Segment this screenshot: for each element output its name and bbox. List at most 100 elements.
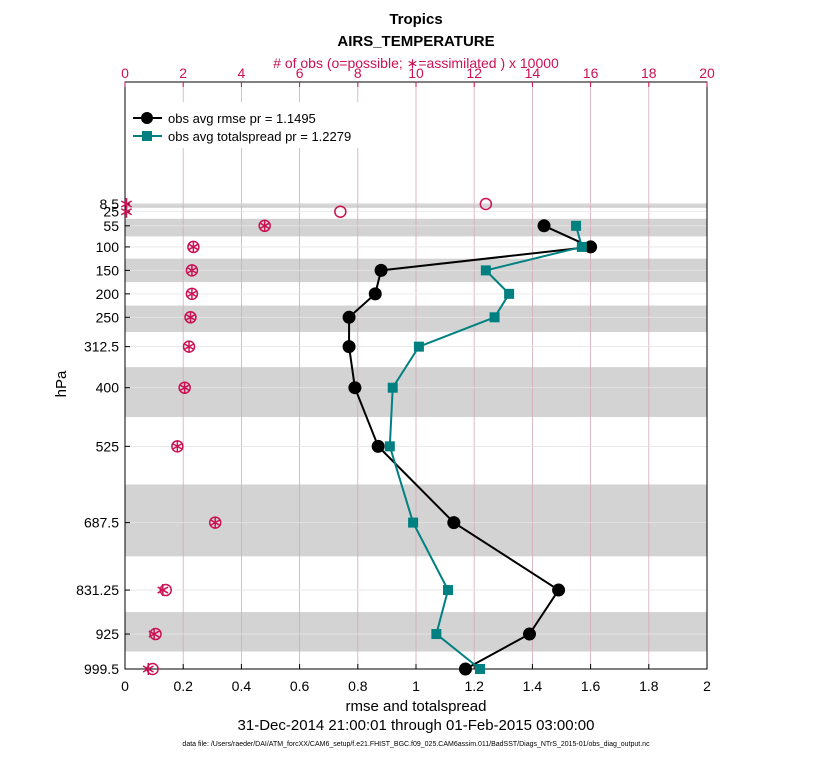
spread-line (388, 225, 584, 670)
spread-point (431, 629, 442, 640)
y-tick-label: 150 (96, 262, 120, 278)
rmse-point (447, 516, 461, 530)
obs-possible-marker (149, 627, 162, 641)
y-tick-label: 400 (96, 380, 120, 396)
spread-point (443, 585, 454, 596)
obs-assimilated-stroke (171, 442, 183, 450)
obs-count-markers (120, 197, 493, 676)
obs-possible-marker (334, 205, 347, 218)
x-tick-label: 2 (703, 678, 711, 694)
top-tick-label: 20 (699, 65, 715, 81)
top-tick-label: 10 (408, 65, 424, 81)
obs-assimilated-stroke (259, 222, 271, 230)
obs-assimilated-stroke (187, 243, 199, 251)
chart-title: Tropics (389, 11, 442, 28)
grid-lines (124, 82, 708, 670)
spread-point (408, 517, 419, 528)
rmse-point (552, 583, 566, 597)
obs-possible-marker (159, 583, 172, 597)
y-tick-label: 831.25 (76, 582, 119, 598)
obs-assimilated-marker (171, 440, 183, 453)
obs-assimilated-stroke (148, 630, 160, 638)
top-tick-label: 8 (354, 65, 362, 81)
spread-point (475, 664, 486, 674)
y-tick-label: 925 (96, 626, 120, 642)
y-tick-label: 100 (96, 239, 120, 255)
top-axis-label: # of obs (o=possible; ∗=assimilated ) x … (273, 55, 559, 71)
rmse-point (342, 310, 356, 324)
x-tick-label: 1.8 (639, 678, 659, 694)
obs-assimilated-stroke (157, 586, 169, 594)
obs-assimilated-marker (186, 264, 198, 277)
x-tick-label: 1.6 (581, 678, 601, 694)
obs-assimilated-stroke (186, 290, 198, 298)
rmse-point (537, 219, 551, 233)
y-tick-label: 200 (96, 286, 120, 302)
y-tick-label: 312.5 (84, 339, 119, 355)
legend-rmse-marker (141, 112, 153, 124)
x-tick-label: 0.4 (232, 678, 252, 694)
x-axis-label: rmse and totalspread (346, 698, 487, 715)
y-tick-label: 25 (103, 204, 119, 220)
obs-assimilated-marker (187, 240, 199, 253)
obs-assimilated-stroke (179, 384, 191, 392)
obs-assimilated-marker (157, 584, 169, 597)
legend: obs avg rmse pr = 1.1495 obs avg totalsp… (130, 102, 390, 148)
x-tick-label: 0.2 (173, 678, 193, 694)
spread-point (571, 220, 582, 231)
x-tick-label: 0.6 (290, 678, 310, 694)
obs-assimilated-marker (209, 516, 221, 529)
spread-point (480, 265, 491, 276)
obs-assimilated-marker (184, 311, 197, 324)
spread-point (387, 382, 398, 393)
x-tick-label: 1 (412, 678, 420, 694)
top-tick-label: 18 (641, 65, 657, 81)
rmse-point (368, 287, 382, 301)
series-lines (342, 219, 598, 676)
obs-assimilated-marker (183, 340, 195, 353)
top-tick-label: 12 (466, 65, 482, 81)
rmse-point (584, 240, 598, 254)
top-tick-label: 6 (296, 65, 304, 81)
rmse-point (458, 662, 472, 676)
obs-assimilated-marker (120, 205, 133, 218)
x-tick-label: 0.8 (348, 678, 368, 694)
y-tick-label: 55 (103, 218, 119, 234)
rmse-point (371, 439, 385, 453)
spread-point (413, 341, 424, 352)
top-tick-label: 0 (121, 65, 129, 81)
bottom-axis-ticks: 0 0.2 0.4 0.6 0.8 1 1.2 1.4 1.6 1.8 2 (121, 664, 711, 694)
legend-box (130, 102, 390, 148)
y-tick-label: 525 (96, 438, 120, 454)
x-tick-label: 0 (121, 678, 129, 694)
y-tick-label: 8.5 (100, 196, 120, 212)
obs-assimilated-stroke (120, 200, 133, 208)
obs-assimilated-marker (148, 628, 160, 641)
y-axis-label: hPa (53, 370, 70, 397)
rmse-point (348, 381, 362, 395)
obs-assimilated-stroke (183, 342, 195, 351)
rmse-line (348, 224, 595, 670)
rmse-point (522, 627, 536, 641)
rmse-point (374, 263, 388, 277)
spread-point (576, 241, 587, 252)
x-tick-label: 1.4 (523, 678, 543, 694)
obs-assimilated-stroke (209, 518, 221, 527)
obs-possible-marker (479, 197, 493, 211)
top-tick-label: 2 (179, 65, 187, 81)
obs-assimilated-marker (186, 287, 198, 300)
top-tick-label: 4 (238, 65, 246, 81)
legend-rmse-label: obs avg rmse pr = 1.1495 (168, 111, 316, 126)
obs-assimilated-marker (179, 381, 191, 394)
top-axis-ticks: 0 2 4 6 8 10 12 14 16 18 20 (121, 65, 715, 87)
y-tick-label: 687.5 (84, 515, 119, 531)
legend-spread-marker (142, 131, 152, 141)
footnote: data file: /Users/raeder/DAI/ATM_forcXX/… (182, 741, 650, 748)
obs-assimilated-stroke (186, 266, 198, 275)
obs-assimilated-marker (259, 219, 271, 232)
rmse-point (342, 340, 356, 354)
top-tick-label: 16 (583, 65, 599, 81)
y-tick-label: 999.5 (84, 661, 119, 677)
spread-point (384, 441, 395, 452)
